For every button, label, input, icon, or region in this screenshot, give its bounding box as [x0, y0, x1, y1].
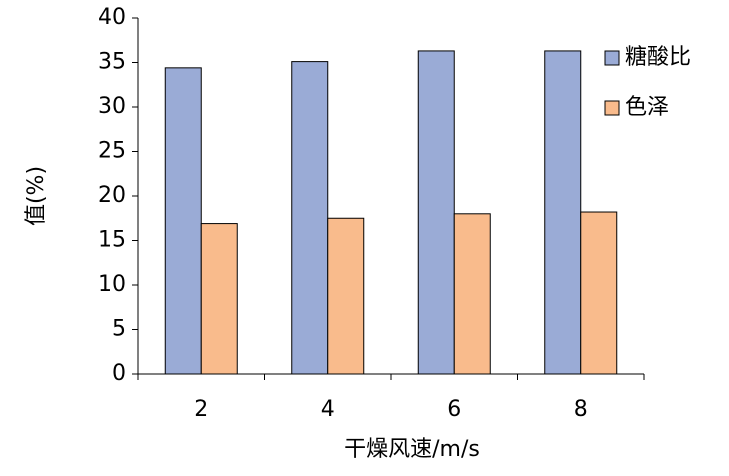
- x-axis-label: 干燥风速/m/s: [344, 437, 480, 462]
- y-tick-label: 0: [112, 361, 126, 386]
- x-tick-label: 2: [194, 397, 208, 422]
- bar: [164, 67, 202, 375]
- bar: [327, 217, 365, 375]
- y-tick-label: 10: [98, 272, 126, 297]
- x-tick-label: 8: [574, 397, 588, 422]
- y-tick-label: 35: [98, 50, 126, 75]
- legend-swatch: [604, 50, 620, 66]
- y-tick-label: 30: [98, 94, 126, 119]
- x-tick-label: 6: [447, 397, 461, 422]
- y-tick-label: 15: [98, 228, 126, 253]
- bar: [580, 211, 618, 375]
- x-tick-label: 4: [321, 397, 335, 422]
- legend-swatch: [604, 100, 620, 116]
- y-axis-label: 值(%): [24, 166, 49, 226]
- legend-label: 色泽: [625, 95, 669, 120]
- y-tick-label: 20: [98, 183, 126, 208]
- bar: [417, 50, 455, 375]
- bar: [453, 213, 491, 375]
- y-tick-label: 40: [98, 5, 126, 30]
- bar: [291, 61, 329, 375]
- y-tick-label: 5: [112, 317, 126, 342]
- bar: [200, 223, 238, 375]
- y-tick-label: 25: [98, 139, 126, 164]
- legend-label: 糖酸比: [625, 45, 691, 70]
- bar: [544, 50, 582, 375]
